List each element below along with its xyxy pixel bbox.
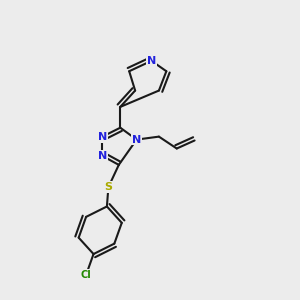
Text: N: N (132, 135, 141, 145)
Text: N: N (98, 132, 107, 142)
Text: N: N (147, 56, 156, 66)
Text: Cl: Cl (81, 270, 92, 280)
Text: N: N (98, 151, 107, 161)
Text: S: S (104, 182, 112, 192)
